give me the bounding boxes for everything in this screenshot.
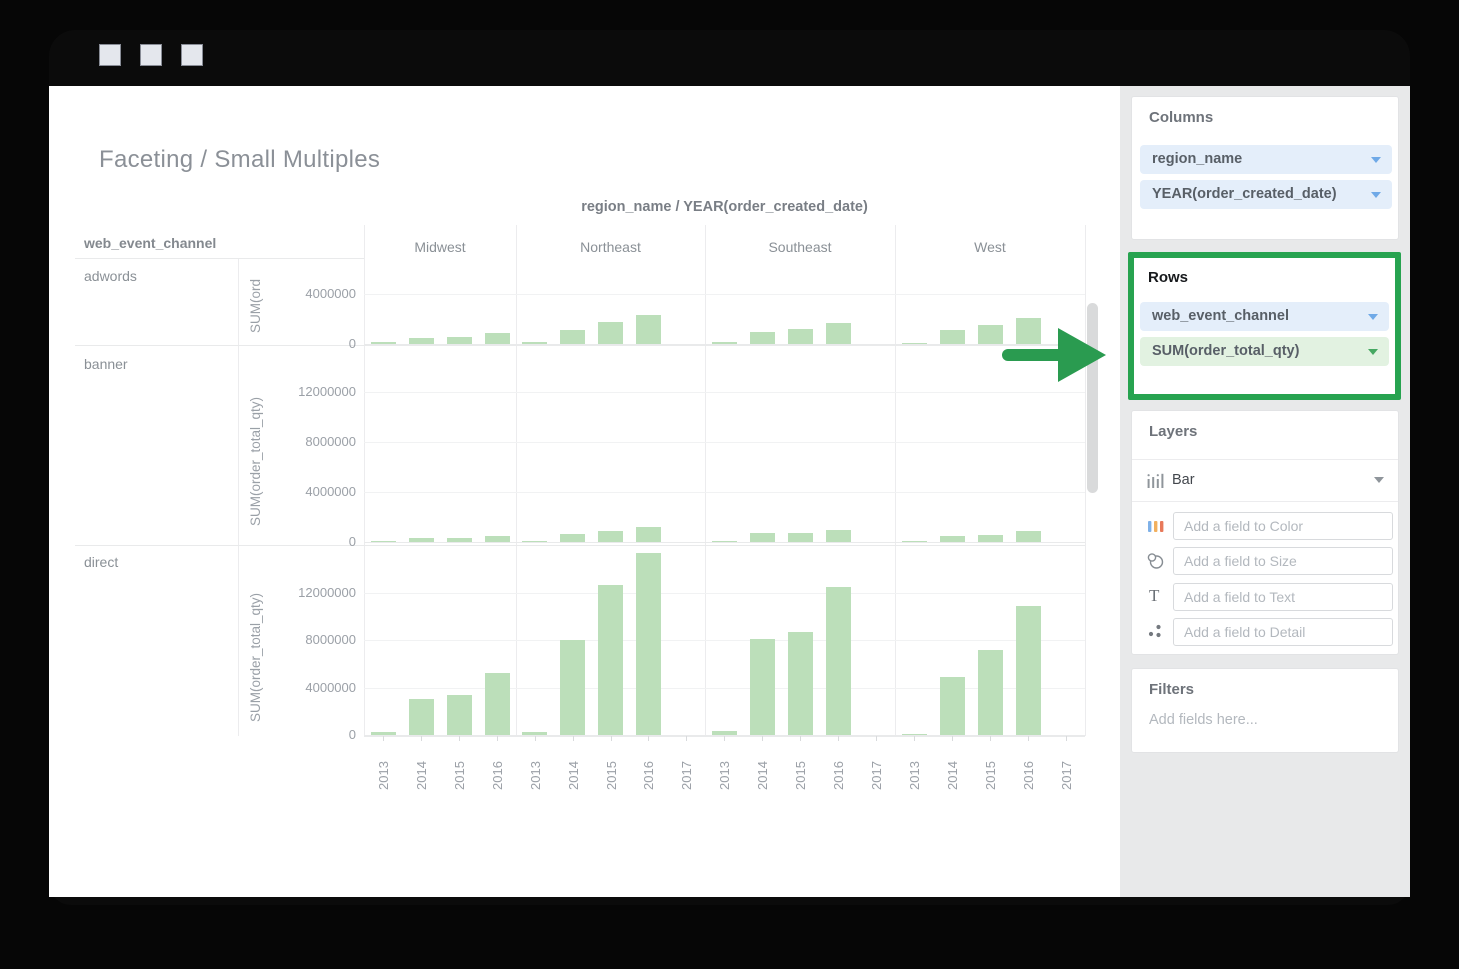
bar[interactable] [901, 342, 927, 344]
detail-dots-icon [1148, 624, 1161, 638]
bar[interactable] [635, 315, 661, 344]
rows-shelf-highlight: Rows web_event_channel SUM(order_total_q… [1128, 252, 1401, 400]
bar[interactable] [522, 342, 548, 344]
bar[interactable] [939, 536, 965, 542]
chevron-down-icon[interactable] [1368, 349, 1378, 355]
bar[interactable] [825, 529, 851, 542]
add-field-to-detail-input[interactable] [1173, 618, 1393, 646]
bar[interactable] [370, 732, 396, 735]
bar[interactable] [446, 538, 472, 542]
color-swatches-icon [1148, 521, 1164, 532]
config-sidebar: Columns region_name YEAR(order_created_d… [1120, 86, 1410, 897]
text-icon: T [1149, 586, 1160, 605]
bar[interactable] [749, 638, 775, 735]
field-pill-label: region_name [1152, 151, 1243, 167]
bar[interactable] [635, 527, 661, 542]
bar[interactable] [598, 585, 623, 735]
bar[interactable] [560, 533, 586, 542]
layer-type-label: Bar [1172, 472, 1195, 488]
annotation-arrow-icon [1002, 328, 1106, 382]
bar[interactable] [598, 321, 623, 344]
bar[interactable] [408, 699, 434, 735]
size-circles-icon [1147, 553, 1164, 569]
divider [1132, 459, 1398, 460]
bar[interactable] [408, 337, 434, 344]
facet-axis-title: region_name / YEAR(order_created_date) [581, 199, 868, 215]
bar[interactable] [787, 533, 813, 542]
bar[interactable] [408, 538, 434, 542]
bar[interactable] [1015, 531, 1041, 542]
chart-canvas-area [49, 86, 1120, 897]
bar-chart-icon [1147, 473, 1164, 488]
field-pill-web-event-channel[interactable]: web_event_channel [1140, 302, 1389, 331]
bar[interactable] [370, 540, 396, 542]
bar[interactable] [711, 342, 737, 344]
bar[interactable] [901, 540, 927, 542]
chevron-down-icon[interactable] [1368, 314, 1378, 320]
bar[interactable] [1015, 317, 1041, 344]
layer-type-row[interactable]: Bar [1132, 460, 1398, 501]
bar[interactable] [939, 676, 965, 735]
bar[interactable] [749, 332, 775, 344]
detail-slot-row [1132, 618, 1398, 646]
bar[interactable] [825, 322, 851, 344]
bar[interactable] [977, 534, 1003, 542]
chevron-down-icon[interactable] [1371, 192, 1381, 198]
field-pill-year-order-created-date[interactable]: YEAR(order_created_date) [1140, 180, 1392, 209]
bar[interactable] [711, 731, 737, 735]
field-pill-label: YEAR(order_created_date) [1152, 186, 1337, 202]
bar[interactable] [446, 694, 472, 735]
bar[interactable] [446, 337, 472, 344]
bar[interactable] [522, 732, 548, 735]
row-dimension-header: web_event_channel [84, 235, 217, 251]
filters-drop-hint: Add fields here... [1149, 712, 1258, 728]
field-pill-region-name[interactable]: region_name [1140, 145, 1392, 174]
bar[interactable] [484, 673, 510, 735]
add-field-to-size-input[interactable] [1173, 547, 1393, 575]
bar[interactable] [1015, 605, 1041, 735]
add-field-to-color-input[interactable] [1173, 512, 1393, 540]
add-field-to-text-input[interactable] [1173, 583, 1393, 611]
bar[interactable] [560, 640, 586, 735]
bar[interactable] [370, 342, 396, 344]
bar[interactable] [598, 530, 623, 542]
filters-panel-title: Filters [1149, 681, 1195, 698]
bar[interactable] [484, 332, 510, 344]
page-title: Faceting / Small Multiples [99, 146, 381, 173]
columns-shelf-title: Columns [1149, 109, 1214, 126]
chevron-down-icon[interactable] [1374, 477, 1384, 483]
bar[interactable] [749, 533, 775, 542]
layers-panel: Layers Bar [1131, 410, 1399, 655]
bar[interactable] [825, 586, 851, 735]
bar[interactable] [560, 330, 586, 344]
bar[interactable] [787, 329, 813, 344]
bar[interactable] [977, 325, 1003, 344]
columns-shelf: Columns region_name YEAR(order_created_d… [1131, 96, 1399, 240]
filters-panel[interactable]: Filters Add fields here... [1131, 668, 1399, 753]
field-pill-label: SUM(order_total_qty) [1152, 343, 1300, 359]
bar[interactable] [977, 649, 1003, 735]
bar[interactable] [711, 540, 737, 542]
rows-shelf-title: Rows [1148, 269, 1189, 286]
bar[interactable] [522, 540, 548, 542]
size-slot-row [1132, 547, 1398, 575]
color-slot-row [1132, 512, 1398, 540]
window-control-button[interactable] [181, 44, 203, 66]
bar[interactable] [787, 631, 813, 735]
field-pill-sum-order-total-qty[interactable]: SUM(order_total_qty) [1140, 337, 1389, 366]
layers-panel-title: Layers [1149, 423, 1198, 440]
field-pill-label: web_event_channel [1152, 308, 1289, 324]
bar[interactable] [484, 535, 510, 542]
window-control-button[interactable] [99, 44, 121, 66]
chevron-down-icon[interactable] [1371, 157, 1381, 163]
bar[interactable] [939, 330, 965, 344]
window-control-button[interactable] [140, 44, 162, 66]
bar[interactable] [901, 733, 927, 735]
bar[interactable] [635, 553, 661, 735]
vertical-scrollbar-thumb[interactable] [1087, 303, 1098, 493]
divider [1132, 501, 1398, 502]
text-slot-row: T [1132, 583, 1398, 611]
